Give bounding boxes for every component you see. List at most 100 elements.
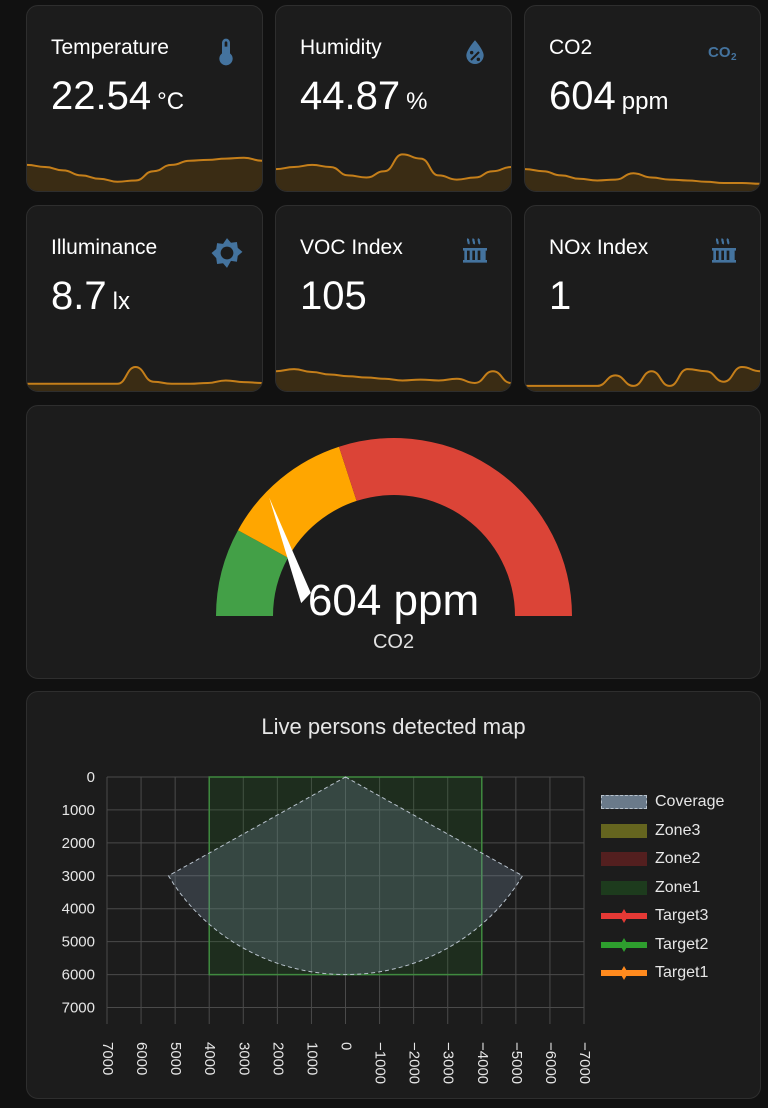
- legend-swatch: [601, 937, 647, 952]
- co2-gauge-card[interactable]: 604 ppm CO2: [26, 405, 761, 679]
- sensor-tile-temperature[interactable]: Temperature 22.54 °C: [26, 5, 263, 192]
- x-tick-label: 4000: [201, 1042, 218, 1075]
- legend-label: Target2: [655, 935, 709, 953]
- tile-name: Humidity: [300, 36, 382, 59]
- tile-value-number: 44.87: [300, 74, 401, 118]
- y-tick-label: 4000: [62, 901, 95, 918]
- sparkline-line: [27, 156, 262, 183]
- y-tick-label: 1000: [62, 802, 95, 819]
- sparkline: [276, 153, 511, 191]
- legend-swatch: [601, 966, 647, 981]
- x-tick-label: 7000: [99, 1042, 116, 1075]
- legend-item-target1[interactable]: Target1: [601, 959, 724, 988]
- thermometer-icon: [210, 36, 242, 68]
- gauge-needle: [269, 497, 311, 604]
- gauge-value: 604 ppm: [307, 576, 480, 625]
- map-title: Live persons detected map: [261, 714, 526, 739]
- y-tick-label: 0: [87, 769, 95, 786]
- sparkline-area: [525, 169, 760, 191]
- map-legend: Coverage Zone3 Zone2 Zone1 Target3 Target2 Tar…: [601, 788, 724, 988]
- tile-value: 22.54 °C: [51, 74, 184, 119]
- tile-value-number: 105: [300, 274, 367, 318]
- persons-map-card: Live persons detected map 0 1000 2000 3000 4…: [26, 691, 761, 1099]
- persons-map-chart: 0 1000 2000 3000 4000 5000 6000 7000 7000 6000 500…: [62, 769, 593, 1084]
- sensor-tile-nox-index[interactable]: NOx Index 1: [524, 205, 761, 392]
- zone1-rect: [208, 776, 483, 976]
- svg-text:2: 2: [731, 52, 737, 63]
- x-tick-label: −3000: [440, 1042, 457, 1084]
- legend-label: Coverage: [655, 793, 725, 811]
- x-tick-label: −1000: [372, 1042, 389, 1084]
- sparkline-line: [27, 365, 262, 385]
- tile-name: Illuminance: [51, 236, 158, 259]
- legend-item-coverage[interactable]: Coverage: [601, 788, 724, 817]
- gauge-segment-1: [216, 530, 288, 616]
- sensor-tile-humidity[interactable]: Humidity 44.87%: [275, 5, 512, 192]
- sparkline-line: [276, 153, 511, 181]
- y-tick-label: 3000: [62, 868, 95, 885]
- gauge-segment-2: [238, 446, 357, 558]
- legend-item-zone1[interactable]: Zone1: [601, 874, 724, 903]
- sparkline-line: [276, 368, 511, 384]
- sparkline-line: [525, 168, 760, 185]
- x-tick-label: 3000: [235, 1042, 252, 1075]
- sensor-tile-co2[interactable]: CO2 604 ppm CO 2: [524, 5, 761, 192]
- legend-label: Zone3: [655, 821, 701, 839]
- legend-item-target3[interactable]: Target3: [601, 902, 724, 931]
- x-tick-label: −7000: [576, 1042, 593, 1084]
- x-tick-label: 6000: [133, 1042, 150, 1075]
- x-tick-label: 2000: [269, 1042, 286, 1075]
- sparkline: [276, 368, 511, 391]
- sensor-tile-voc-index[interactable]: VOC Index 105: [275, 205, 512, 392]
- svg-text:CO: CO: [708, 44, 731, 61]
- x-tick-label: 5000: [167, 1042, 184, 1075]
- tile-name: NOx Index: [549, 236, 649, 259]
- x-tick-label: 1000: [303, 1042, 320, 1075]
- sparkline: [27, 365, 262, 391]
- x-tick-label: 0: [338, 1042, 355, 1050]
- tile-value-unit: %: [406, 88, 428, 115]
- tile-value: 8.7 lx: [51, 274, 130, 319]
- y-tick-label: 6000: [62, 967, 95, 984]
- legend-label: Zone2: [655, 850, 701, 868]
- tile-value: 105: [300, 274, 373, 319]
- legend-item-target2[interactable]: Target2: [601, 931, 724, 960]
- sparkline: [525, 168, 760, 191]
- x-tick-label: −5000: [508, 1042, 525, 1084]
- sparkline: [525, 365, 760, 391]
- tile-value: 44.87%: [300, 74, 427, 119]
- brightness-icon: [210, 236, 243, 268]
- tile-value-unit: ppm: [621, 88, 669, 115]
- co2-gauge: [216, 438, 572, 616]
- tile-name: CO2: [549, 36, 593, 59]
- x-tick-label: −4000: [474, 1042, 491, 1084]
- tile-value-number: 1: [549, 274, 572, 318]
- legend-label: Target3: [655, 907, 709, 925]
- y-tick-label: 5000: [62, 934, 95, 951]
- legend-swatch: [601, 909, 647, 924]
- map-grid: [106, 776, 585, 1024]
- tile-value-number: 604: [549, 74, 616, 118]
- tile-value-unit: °C: [157, 88, 185, 115]
- x-tick-label: −6000: [542, 1042, 559, 1084]
- radiator-icon: [459, 236, 491, 268]
- legend-swatch: [601, 852, 647, 867]
- tile-name: Temperature: [51, 36, 169, 59]
- sensor-tile-illuminance[interactable]: Illuminance 8.7 lx: [26, 205, 263, 392]
- radiator-icon: [708, 236, 740, 268]
- legend-label: Target1: [655, 964, 709, 982]
- tile-value: 604 ppm: [549, 74, 668, 119]
- y-tick-label: 2000: [62, 835, 95, 852]
- sparkline-area: [27, 157, 262, 191]
- legend-item-zone3[interactable]: Zone3: [601, 817, 724, 846]
- legend-swatch: [601, 880, 647, 895]
- legend-item-zone2[interactable]: Zone2: [601, 845, 724, 874]
- legend-label: Zone1: [655, 878, 701, 896]
- legend-swatch: [601, 823, 647, 838]
- water-percent-icon: [459, 36, 491, 68]
- tile-value-number: 22.54: [51, 74, 152, 118]
- molecule-co2-icon: CO 2: [708, 36, 740, 68]
- sparkline-area: [276, 154, 511, 191]
- sparkline: [27, 156, 262, 191]
- legend-swatch: [601, 795, 647, 810]
